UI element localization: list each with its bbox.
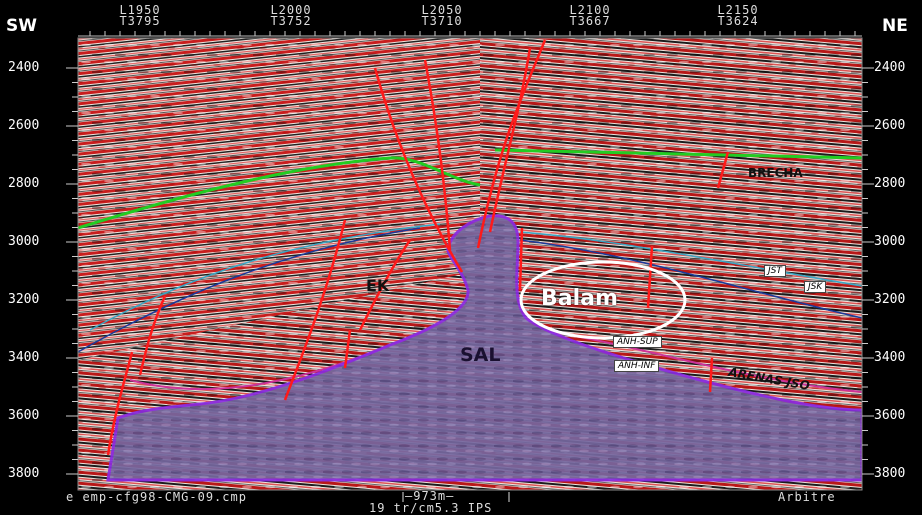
trace-label-3: L2050 T3710 (421, 3, 463, 28)
brecha-label: BRECHA (748, 166, 803, 180)
trace-label-1: L1950 T3795 (119, 3, 161, 28)
trace-label-4: L2100 T3667 (569, 3, 611, 28)
depth-left-3000: 3000 (8, 234, 40, 249)
depth-right-2800: 2800 (874, 176, 906, 191)
depth-left-3200: 3200 (8, 292, 40, 307)
file-name: e emp-cfg98-CMG-09.cmp (66, 490, 247, 504)
plot-frame (77, 37, 863, 491)
ne-label: NE (882, 16, 908, 36)
depth-right-3800: 3800 (874, 466, 906, 481)
depth-right-2600: 2600 (874, 118, 906, 133)
salt-body (106, 214, 862, 482)
ek-label: EK (366, 276, 390, 295)
trace-ticks (89, 31, 856, 36)
jst-label: JST (764, 265, 786, 277)
sw-label: SW (6, 16, 37, 36)
depth-right-3200: 3200 (874, 292, 906, 307)
depth-right-3600: 3600 (874, 408, 906, 423)
anh-sup-label: ANH-SUP (613, 336, 662, 348)
depth-right-2400: 2400 (874, 60, 906, 75)
blue-horizon-right (519, 239, 862, 319)
amplitude-display (78, 38, 862, 490)
depth-ticks (66, 67, 874, 475)
blue-horizon-left (78, 227, 421, 353)
balam-ellipse (519, 260, 687, 340)
jsk-label: JSK (804, 281, 827, 293)
depth-left-2400: 2400 (8, 60, 40, 75)
depth-right-3400: 3400 (874, 350, 906, 365)
sal-label: SAL (460, 344, 501, 366)
depth-left-3600: 3600 (8, 408, 40, 423)
balam-label: Balam (541, 286, 618, 311)
cyan-horizon-left (89, 223, 441, 331)
trace-label-2: L2000 T3752 (270, 3, 312, 28)
scale-bar (402, 492, 510, 502)
depth-left-2600: 2600 (8, 118, 40, 133)
fault-lines (106, 39, 730, 456)
depth-left-3800: 3800 (8, 466, 40, 481)
depth-right-3000: 3000 (874, 234, 906, 249)
display-params: 19 tr/cm5.3 IPS (369, 501, 493, 515)
green-horizon-right (494, 148, 862, 160)
depth-left-3400: 3400 (8, 350, 40, 365)
anh-inf-label: ANH-INF (614, 360, 660, 372)
cyan-horizon-right (519, 231, 862, 287)
trace-label-5: L2150 T3624 (717, 3, 759, 28)
mode-label: Arbitre (778, 490, 836, 504)
scale-label: —973m— (405, 489, 455, 503)
depth-left-2800: 2800 (8, 176, 40, 191)
